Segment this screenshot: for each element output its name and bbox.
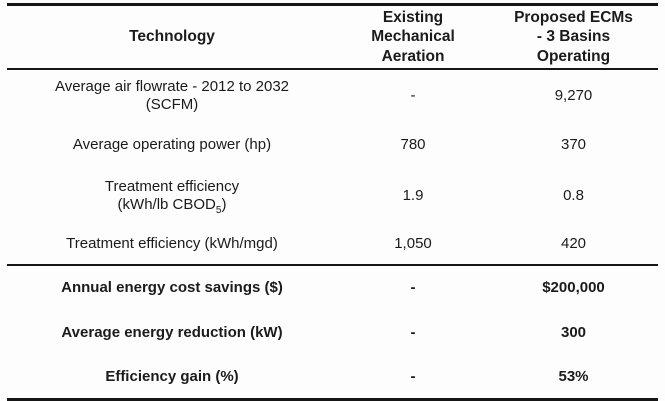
table-row-air-flowrate: Average air flowrate - 2012 to 2032 (SCF… [7, 70, 658, 122]
table-top-rule [7, 3, 658, 6]
cell-existing-value: - [410, 367, 416, 385]
cell-proposed-value: 53% [558, 367, 589, 385]
table-bottom-rule [7, 398, 658, 401]
cell-proposed-value: 300 [560, 324, 587, 342]
cell-existing-value: - [410, 324, 416, 342]
cell-existing-value: 1.9 [402, 186, 424, 204]
table-row-operating-power: Average operating power (hp) 780 370 [7, 122, 658, 168]
table-row-annual-energy-cost-savings: Annual energy cost savings ($) - $200,00… [7, 266, 658, 311]
cell-proposed-value: 370 [560, 135, 587, 153]
label-end: ) [221, 196, 227, 213]
cell-technology-label: Treatment efficiency (kWh/mgd) [66, 234, 278, 252]
cell-technology-label: Annual energy cost savings ($) [61, 279, 283, 297]
cell-technology-label: Efficiency gain (%) [105, 367, 239, 385]
cell-technology-label: Average energy reduction (kW) [61, 324, 283, 342]
summary-separator-rule [7, 264, 658, 266]
column-header-technology: Technology [129, 28, 215, 46]
cell-existing-value: - [410, 279, 416, 297]
cell-technology-label: Average operating power (hp) [72, 135, 272, 153]
label-main: Treatment efficiency (kWh/lb CBOD [104, 177, 240, 213]
table-header-row: Technology Existing Mechanical Aeration … [7, 6, 658, 68]
table-row-treatment-efficiency-cbod: Treatment efficiency (kWh/lb CBOD5) 1.9 … [7, 168, 658, 224]
table-row-efficiency-gain: Efficiency gain (%) - 53% [7, 356, 658, 398]
cell-proposed-value: $200,000 [542, 279, 605, 297]
cell-technology-label: Treatment efficiency (kWh/lb CBOD5) [7, 177, 337, 216]
cell-existing-value: 1,050 [394, 234, 432, 252]
column-header-existing-mechanical-aeration: Existing Mechanical Aeration [371, 8, 455, 65]
table-row-average-energy-reduction: Average energy reduction (kW) - 300 [7, 311, 658, 356]
header-separator-rule [7, 68, 658, 70]
cell-existing-value: 780 [400, 135, 426, 153]
cell-existing-value: - [410, 86, 416, 104]
cell-proposed-value: 420 [560, 234, 587, 252]
table-row-treatment-efficiency-mgd: Treatment efficiency (kWh/mgd) 1,050 420 [7, 224, 658, 264]
cell-proposed-value: 9,270 [554, 86, 593, 104]
cell-technology-label: Average air flowrate - 2012 to 2032 (SCF… [54, 77, 290, 113]
cell-proposed-value: 0.8 [563, 186, 584, 204]
column-header-proposed-ecms: Proposed ECMs - 3 Basins Operating [514, 8, 633, 65]
label-subscript: 5 [215, 205, 222, 216]
